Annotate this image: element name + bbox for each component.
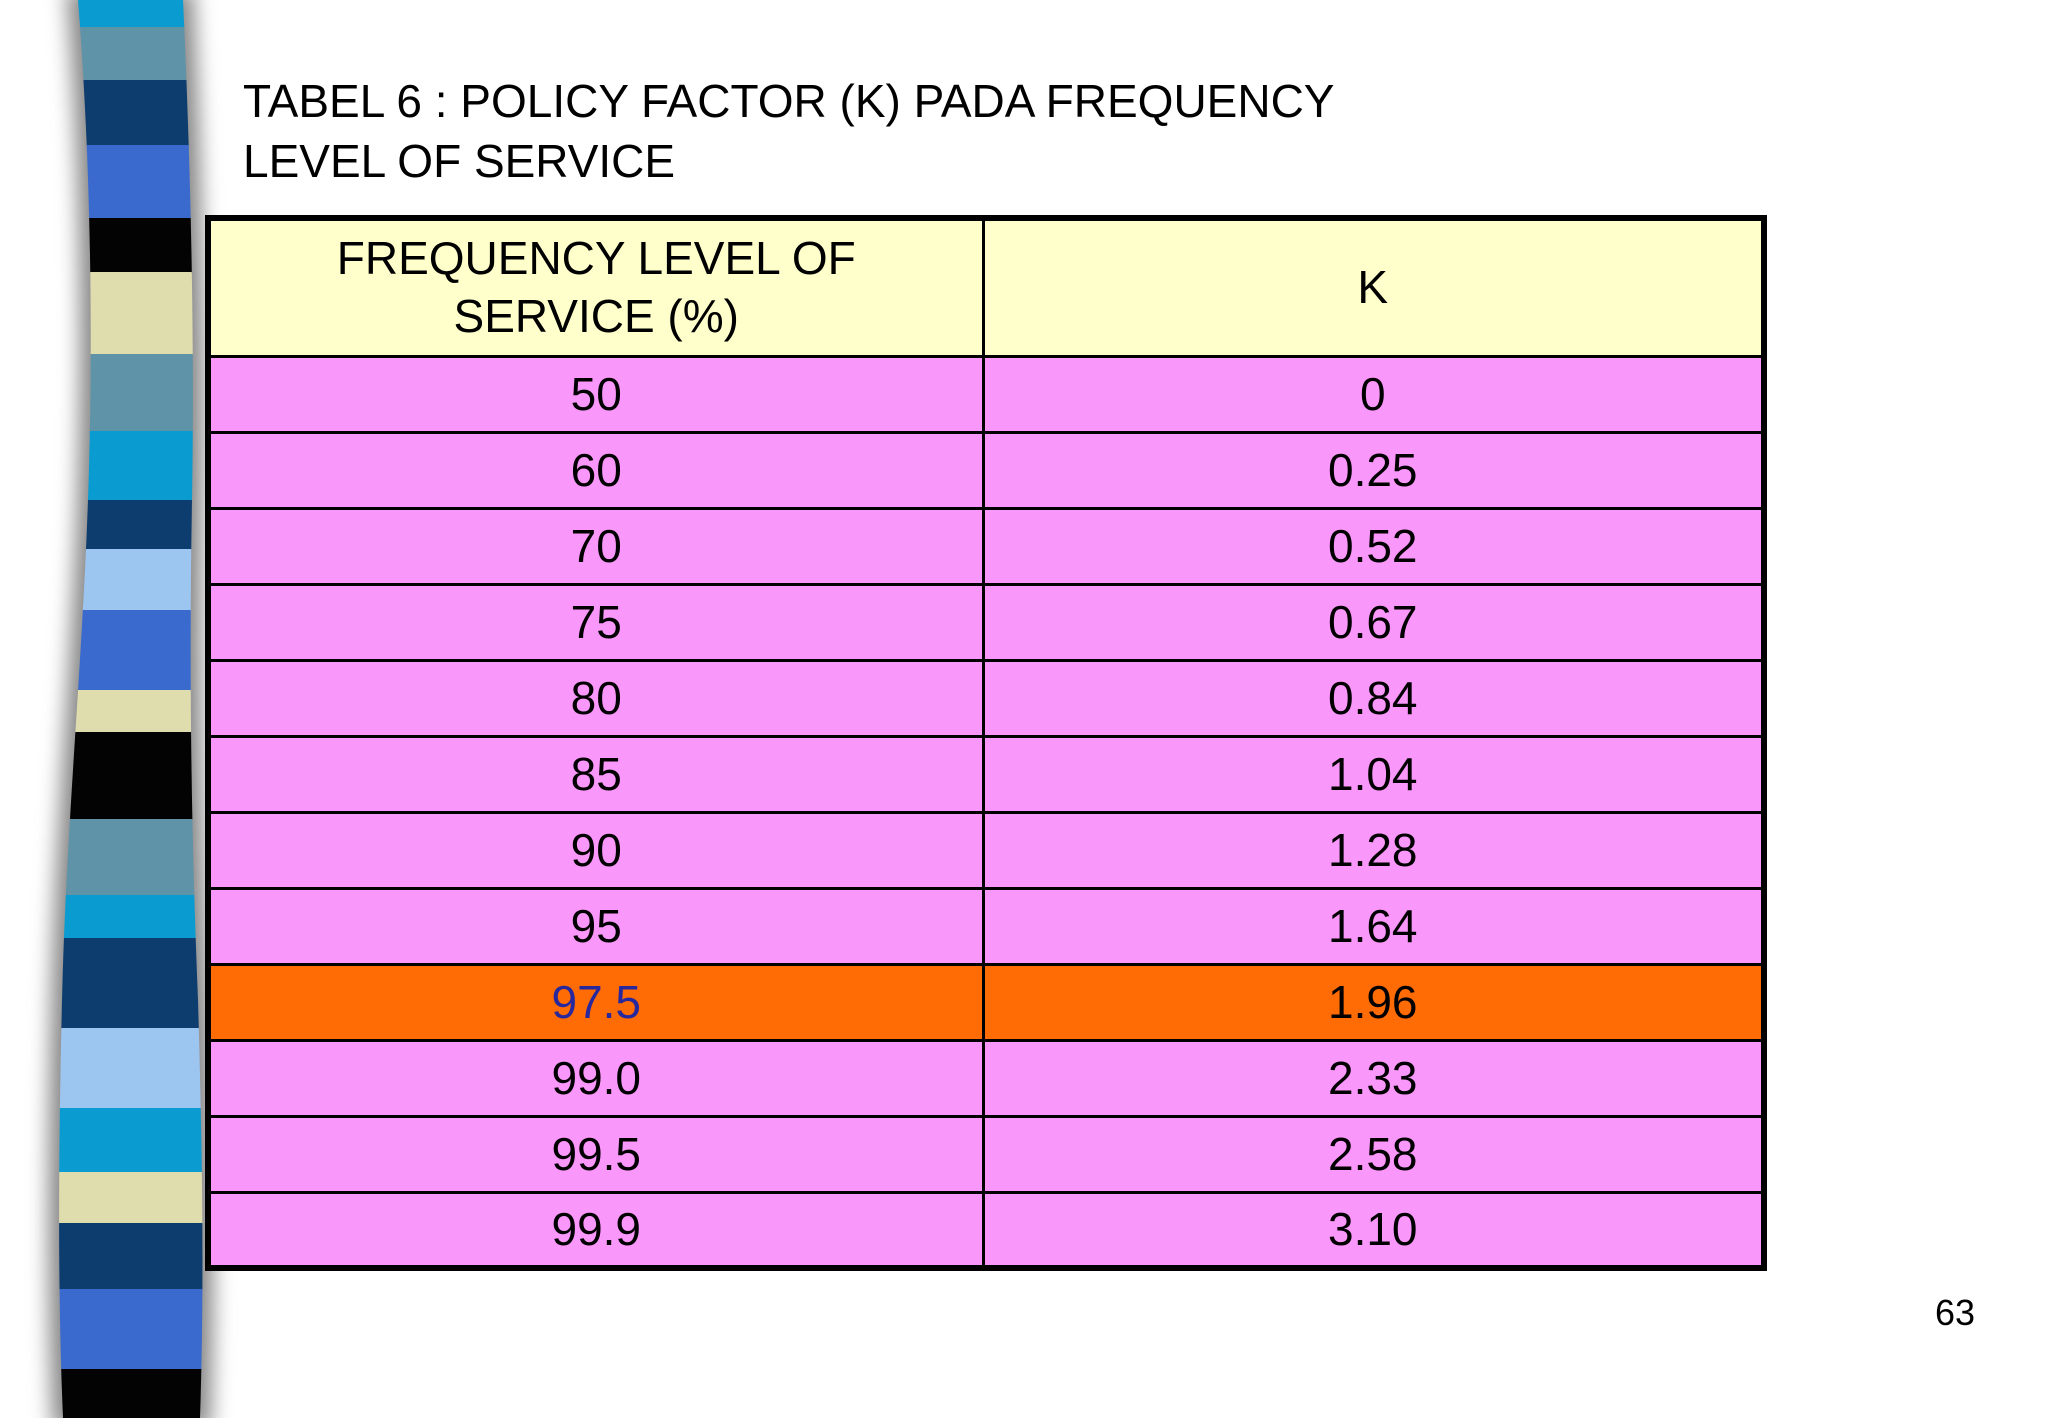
ribbon-band (59, 1108, 203, 1173)
frequency-cell: 99.9 (206, 1190, 985, 1270)
k-cell: 3.10 (981, 1190, 1766, 1270)
frequency-cell: 75 (206, 582, 985, 662)
frequency-cell: 85 (206, 734, 985, 814)
table-header-row: FREQUENCY LEVEL OF SERVICE (%) K (206, 216, 1766, 358)
ribbon-band (59, 1289, 203, 1370)
frequency-cell: 97.5 (206, 962, 985, 1042)
ribbon-band (59, 1369, 203, 1418)
frequency-cell: 90 (206, 810, 985, 890)
ribbon-band (59, 732, 203, 820)
frequency-cell: 50 (206, 354, 985, 434)
k-cell: 1.96 (981, 962, 1766, 1042)
slide-title: TABEL 6 : POLICY FACTOR (K) PADA FREQUEN… (243, 75, 1335, 187)
ribbon-band (59, 1028, 203, 1109)
column-header-frequency-label: FREQUENCY LEVEL OF SERVICE (%) (336, 232, 856, 342)
column-header-frequency: FREQUENCY LEVEL OF SERVICE (%) (206, 216, 985, 358)
table-row: 99.0 2.33 (206, 1038, 1766, 1118)
table-row: 50 0 (206, 354, 1766, 434)
ribbon-band (59, 0, 203, 28)
table-row: 75 0.67 (206, 582, 1766, 662)
frequency-cell: 70 (206, 506, 985, 586)
ribbon-band (59, 690, 203, 733)
k-cell: 2.33 (981, 1038, 1766, 1118)
column-header-k: K (981, 216, 1766, 358)
column-header-k-label: K (1357, 261, 1389, 313)
frequency-cell: 80 (206, 658, 985, 738)
ribbon-band (59, 1172, 203, 1224)
page-number: 63 (1934, 1292, 1976, 1333)
table-row: 90 1.28 (206, 810, 1766, 890)
ribbon-band (59, 1223, 203, 1290)
table-row: 70 0.52 (206, 506, 1766, 586)
k-cell: 0.84 (981, 658, 1766, 738)
k-cell: 0.67 (981, 582, 1766, 662)
frequency-cell: 99.0 (206, 1038, 985, 1118)
ribbon-band (59, 895, 203, 939)
frequency-cell: 99.5 (206, 1114, 985, 1194)
k-cell: 1.28 (981, 810, 1766, 890)
k-cell: 1.04 (981, 734, 1766, 814)
k-cell: 2.58 (981, 1114, 1766, 1194)
table-row: 60 0.25 (206, 430, 1766, 510)
table-row-highlighted: 97.5 1.96 (206, 962, 1766, 1042)
ribbon-band (59, 819, 203, 896)
k-cell: 1.64 (981, 886, 1766, 966)
table-row: 95 1.64 (206, 886, 1766, 966)
policy-factor-table: FREQUENCY LEVEL OF SERVICE (%) K 50 0 60… (205, 215, 1767, 1271)
table-row: 99.5 2.58 (206, 1114, 1766, 1194)
k-cell: 0.52 (981, 506, 1766, 586)
table-row: 99.9 3.10 (206, 1190, 1766, 1270)
ribbon-band (59, 610, 203, 691)
k-cell: 0 (981, 354, 1766, 434)
frequency-cell: 60 (206, 430, 985, 510)
frequency-cell: 95 (206, 886, 985, 966)
table-row: 80 0.84 (206, 658, 1766, 738)
table-row: 85 1.04 (206, 734, 1766, 814)
ribbon-band (59, 938, 203, 1029)
k-cell: 0.25 (981, 430, 1766, 510)
